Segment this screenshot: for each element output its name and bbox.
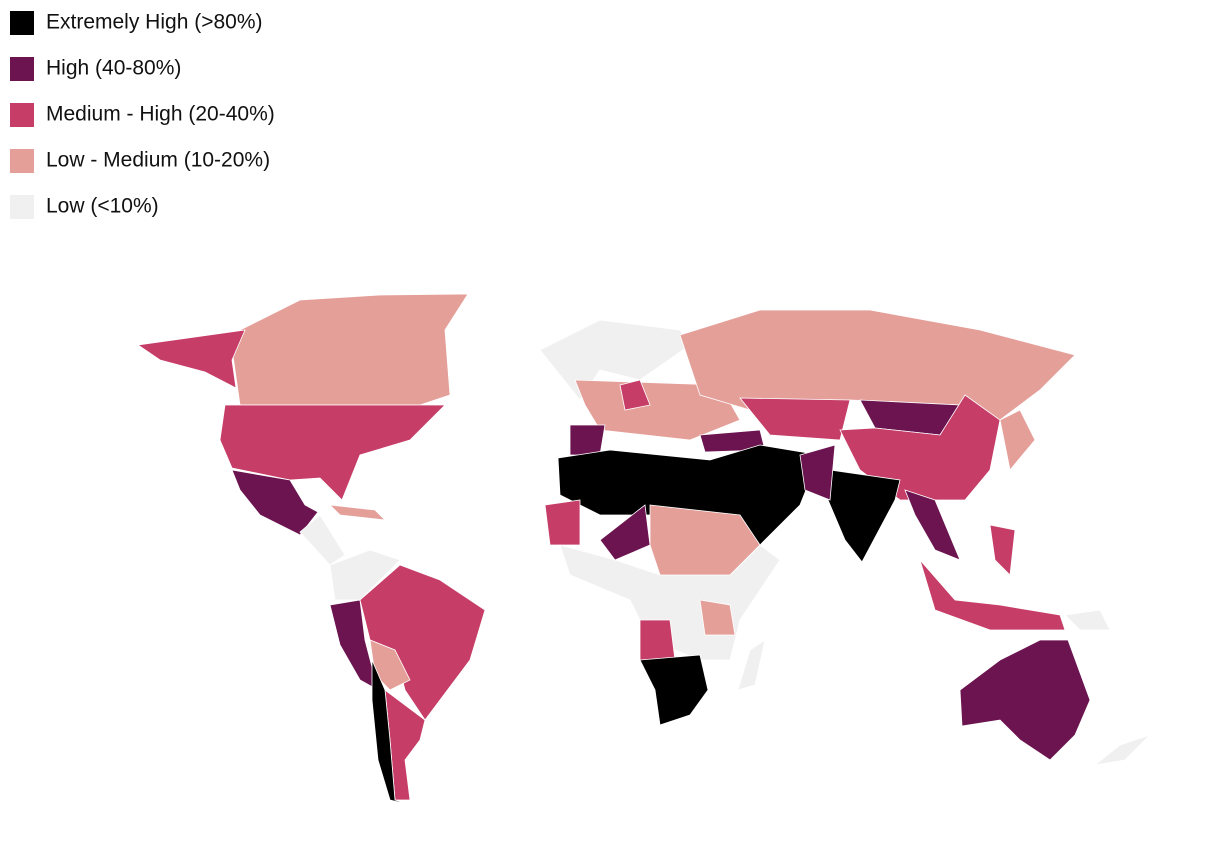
- russia: [679, 309, 1076, 421]
- iberia: [569, 424, 606, 456]
- canada: [229, 293, 469, 406]
- alaska: [136, 329, 246, 389]
- caribbean: [328, 504, 387, 521]
- legend-swatch: [10, 103, 34, 127]
- mena: [557, 444, 821, 546]
- indonesia: [919, 559, 1066, 631]
- papua: [1064, 609, 1111, 631]
- central-america: [299, 514, 346, 566]
- australia: [959, 639, 1091, 761]
- mexico: [231, 469, 319, 536]
- southern-africa: [639, 654, 709, 726]
- colombia: [329, 549, 401, 601]
- world-map: [136, 293, 1151, 806]
- legend: Extremely High (>80%) High (40-80%) Medium…: [10, 11, 275, 219]
- pakistan: [799, 444, 836, 501]
- legend-swatch: [10, 11, 34, 35]
- legend-label: Extremely High (>80%): [46, 11, 263, 34]
- angola: [639, 619, 676, 661]
- central-europe: [619, 379, 651, 411]
- west-africa-coast: [544, 499, 581, 546]
- legend-swatch: [10, 195, 34, 219]
- tanzania: [699, 599, 736, 636]
- legend-label: Low - Medium (10-20%): [46, 149, 270, 172]
- india: [827, 469, 901, 563]
- southeast-asia: [904, 489, 961, 561]
- chile: [371, 659, 411, 806]
- legend-swatch: [10, 57, 34, 81]
- kazakhstan: [739, 397, 851, 441]
- legend-label: Low (<10%): [46, 195, 159, 218]
- usa: [219, 404, 446, 501]
- legend-swatch: [10, 149, 34, 173]
- madagascar: [737, 639, 766, 691]
- philippines: [989, 524, 1016, 576]
- legend-label: High (40-80%): [46, 57, 181, 80]
- new-zealand: [1093, 734, 1151, 766]
- legend-label: Medium - High (20-40%): [46, 103, 275, 126]
- japan: [999, 409, 1036, 471]
